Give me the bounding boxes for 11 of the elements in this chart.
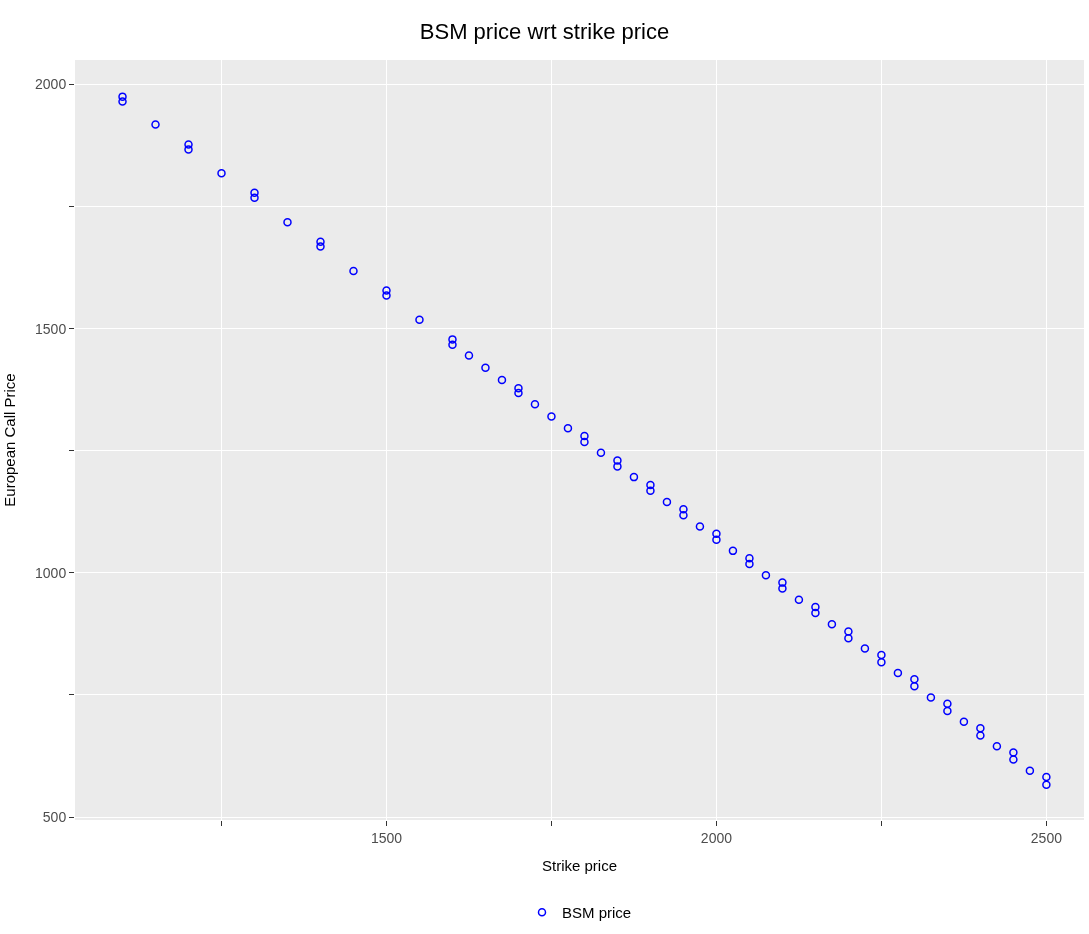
y-tick-label: 1000 bbox=[35, 564, 67, 581]
legend-label: BSM price bbox=[562, 904, 632, 922]
y-tick-label: 500 bbox=[42, 808, 67, 825]
y-axis-title: European Call Price bbox=[1, 373, 19, 507]
y-tick-label: 1500 bbox=[35, 320, 67, 337]
x-tick-label: 2000 bbox=[700, 829, 733, 846]
chart-title: BSM price wrt strike price bbox=[419, 18, 670, 44]
y-tick-label: 2000 bbox=[35, 76, 67, 93]
x-tick-label: 1500 bbox=[370, 829, 403, 846]
x-tick-label: 2500 bbox=[1030, 829, 1063, 846]
x-axis-title: Strike price bbox=[541, 856, 618, 874]
